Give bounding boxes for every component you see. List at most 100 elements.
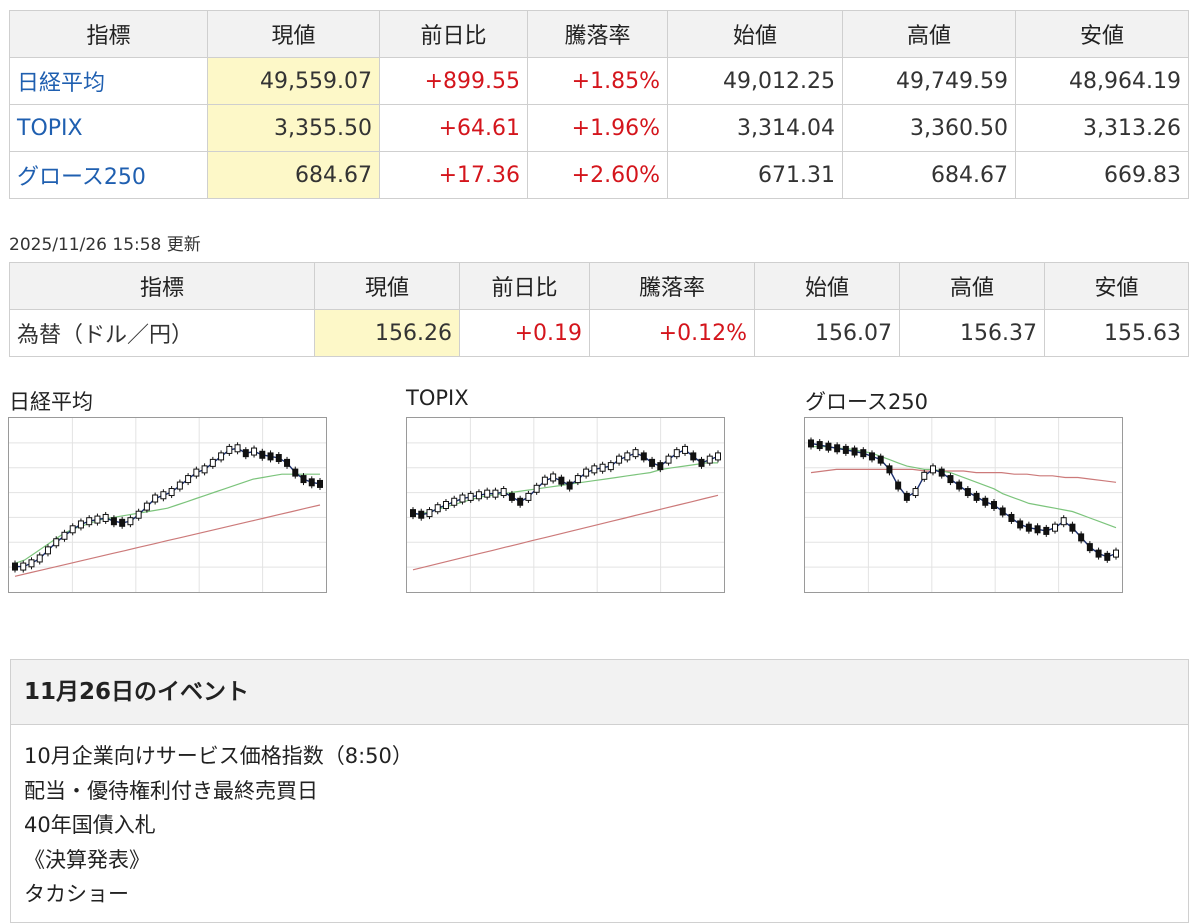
open-cell: 671.31 <box>667 151 843 199</box>
candle-body <box>410 509 416 518</box>
candle-body <box>665 455 672 464</box>
candle-body <box>930 465 936 474</box>
change-cell: +0.19 <box>459 309 590 357</box>
candle-body <box>599 463 606 472</box>
high-cell: 3,360.50 <box>842 104 1016 152</box>
col-header-low: 安値 <box>1044 262 1189 310</box>
open-cell: 3,314.04 <box>667 104 843 152</box>
candle-body <box>956 481 963 490</box>
candle-body <box>259 450 266 459</box>
index-name-cell: グロース250 <box>9 151 208 199</box>
current-value-cell: 684.67 <box>207 151 380 199</box>
candle-body <box>938 468 945 477</box>
event-item: 《決算発表》 <box>24 847 150 872</box>
event-item: タカショー <box>24 882 129 906</box>
candle-body <box>475 491 482 500</box>
chart-growth250[interactable] <box>804 417 1123 593</box>
index-link-topix[interactable]: TOPIX <box>17 115 83 141</box>
col-header-current: 現値 <box>314 262 460 310</box>
candle-body <box>649 458 656 467</box>
chart-nikkei[interactable] <box>8 417 327 593</box>
candle-body <box>607 462 614 471</box>
candle-body <box>640 452 647 461</box>
candle-body <box>127 517 134 526</box>
chart-topix[interactable] <box>406 417 725 593</box>
candle-body <box>317 479 323 488</box>
candle-body <box>20 562 27 571</box>
col-header-open: 始値 <box>754 262 900 310</box>
col-header-open: 始値 <box>667 10 843 58</box>
candle-body <box>86 517 93 526</box>
low-cell: 155.63 <box>1044 309 1189 357</box>
table-row: TOPIX 3,355.50 +64.61 +1.96% 3,314.04 3,… <box>9 104 1189 152</box>
low-cell: 48,964.19 <box>1015 57 1189 105</box>
candle-body <box>1069 523 1076 532</box>
candle-body <box>583 468 590 477</box>
candle-body <box>459 494 466 503</box>
candle-body <box>964 488 971 497</box>
event-item: 10月企業向けサービス価格指数（8:50） <box>24 744 413 768</box>
events-title: 11月26日のイベント <box>11 660 1188 725</box>
candle-body <box>185 475 192 484</box>
low-cell: 3,313.26 <box>1015 104 1189 152</box>
rate-cell: +1.85% <box>527 57 668 105</box>
candle-body <box>44 546 51 555</box>
candle-body <box>226 445 233 454</box>
candle-body <box>1086 543 1093 552</box>
candle-body <box>616 455 623 464</box>
index-link-nikkei[interactable]: 日経平均 <box>17 71 106 96</box>
col-header-low: 安値 <box>1015 10 1189 58</box>
rate-cell: +1.96% <box>527 104 668 152</box>
col-header-rate: 騰落率 <box>527 10 668 58</box>
candle-body <box>690 452 697 461</box>
candle-body <box>673 449 680 458</box>
market-indices-table: 指標 現値 前日比 騰落率 始値 高値 安値 日経平均 49,559.07 +8… <box>9 10 1189 199</box>
candle-body <box>36 554 43 563</box>
candle-body <box>451 497 458 506</box>
candle-body <box>1008 513 1015 522</box>
series-line-mid <box>811 446 1117 529</box>
candle-body <box>851 447 858 456</box>
index-link-growth250[interactable]: グロース250 <box>17 165 146 190</box>
candle-body <box>991 501 997 509</box>
table-row: 日経平均 49,559.07 +899.55 +1.85% 49,012.25 … <box>9 57 1189 105</box>
current-value-cell: 3,355.50 <box>207 104 380 152</box>
candle-body <box>193 468 200 477</box>
fx-update-timestamp: 2025/11/26 15:58 更新 <box>9 235 201 255</box>
candle-body <box>77 520 84 529</box>
current-value-cell: 49,559.07 <box>207 57 380 105</box>
candle-body <box>517 497 524 506</box>
candle-body <box>500 488 507 497</box>
candle-body <box>533 484 540 493</box>
low-cell: 669.83 <box>1015 151 1189 199</box>
series-line-short <box>412 449 719 516</box>
col-header-change: 前日比 <box>459 262 590 310</box>
col-header-index: 指標 <box>9 10 208 58</box>
candle-body <box>201 465 208 474</box>
candle-body <box>508 492 515 501</box>
candle-body <box>102 513 109 522</box>
candle-body <box>242 449 249 458</box>
candle-body <box>912 488 919 497</box>
candle-body <box>418 510 425 519</box>
series-line-mid <box>14 473 320 564</box>
candle-body <box>110 517 117 526</box>
candle-body <box>135 510 142 519</box>
series-line-long <box>412 494 719 571</box>
candle-body <box>525 492 532 501</box>
candle-body <box>566 481 573 490</box>
candle-body <box>1034 525 1041 534</box>
open-cell: 49,012.25 <box>667 57 843 105</box>
table-header-row: 指標 現値 前日比 騰落率 始値 高値 安値 <box>9 262 1189 310</box>
candle-body <box>816 441 823 450</box>
event-item: 40年国債入札 <box>24 813 156 837</box>
candle-body <box>657 462 664 471</box>
chart-title-growth250: グロース250 <box>805 390 929 414</box>
candle-body <box>1060 517 1067 526</box>
change-cell: +17.36 <box>379 151 528 199</box>
candle-body <box>176 481 183 490</box>
high-cell: 156.37 <box>899 309 1045 357</box>
chart-svg <box>805 418 1122 592</box>
candle-body <box>921 471 928 480</box>
